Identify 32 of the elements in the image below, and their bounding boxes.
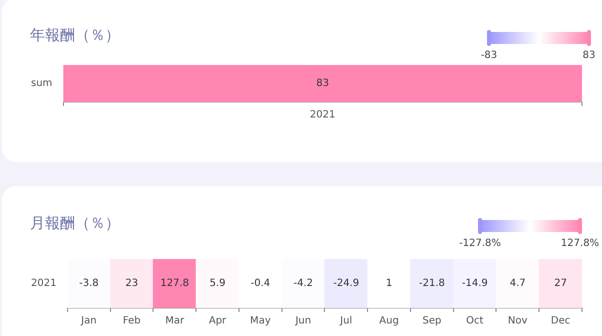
data-label: -0.4	[250, 278, 270, 290]
color-bar-label: -127.8%	[459, 238, 501, 249]
data-label: 83	[316, 78, 330, 90]
data-label: -24.9	[333, 278, 360, 290]
data-label: 127.8	[160, 278, 189, 290]
data-label: 5.9	[210, 278, 226, 290]
x-tick-label: Jun	[294, 316, 312, 327]
color-bar-label: 127.8%	[560, 238, 600, 249]
x-tick-label: Mar	[165, 316, 185, 327]
x-tick-label: Apr	[208, 316, 228, 327]
x-tick-label: May	[250, 316, 271, 327]
color-bar-label: 83	[582, 50, 596, 61]
x-tick-label: Nov	[508, 316, 528, 327]
data-label: 4.7	[510, 278, 526, 290]
x-tick-label: Feb	[122, 316, 141, 327]
data-label: -14.9	[462, 278, 488, 290]
x-tick-label: Jul	[339, 316, 352, 327]
data-label: 1	[386, 278, 392, 290]
x-tick-label: Sep	[422, 316, 442, 327]
x-tick-label: Dec	[550, 316, 570, 327]
data-label: 23	[125, 278, 138, 290]
y-tick-label: sum	[30, 78, 52, 90]
chart-title: 年報酬（％）	[30, 26, 120, 45]
x-tick-label: Jan	[80, 316, 97, 327]
x-tick-label: Oct	[466, 316, 484, 327]
color-bar-label: -83	[480, 50, 498, 61]
x-tick-label: Aug	[379, 316, 399, 327]
data-label: -3.8	[79, 278, 99, 290]
chart-title: 月報酬（％）	[30, 214, 120, 233]
data-label: -21.8	[418, 278, 445, 290]
data-label: 27	[554, 278, 567, 290]
data-label: -4.2	[294, 278, 314, 290]
